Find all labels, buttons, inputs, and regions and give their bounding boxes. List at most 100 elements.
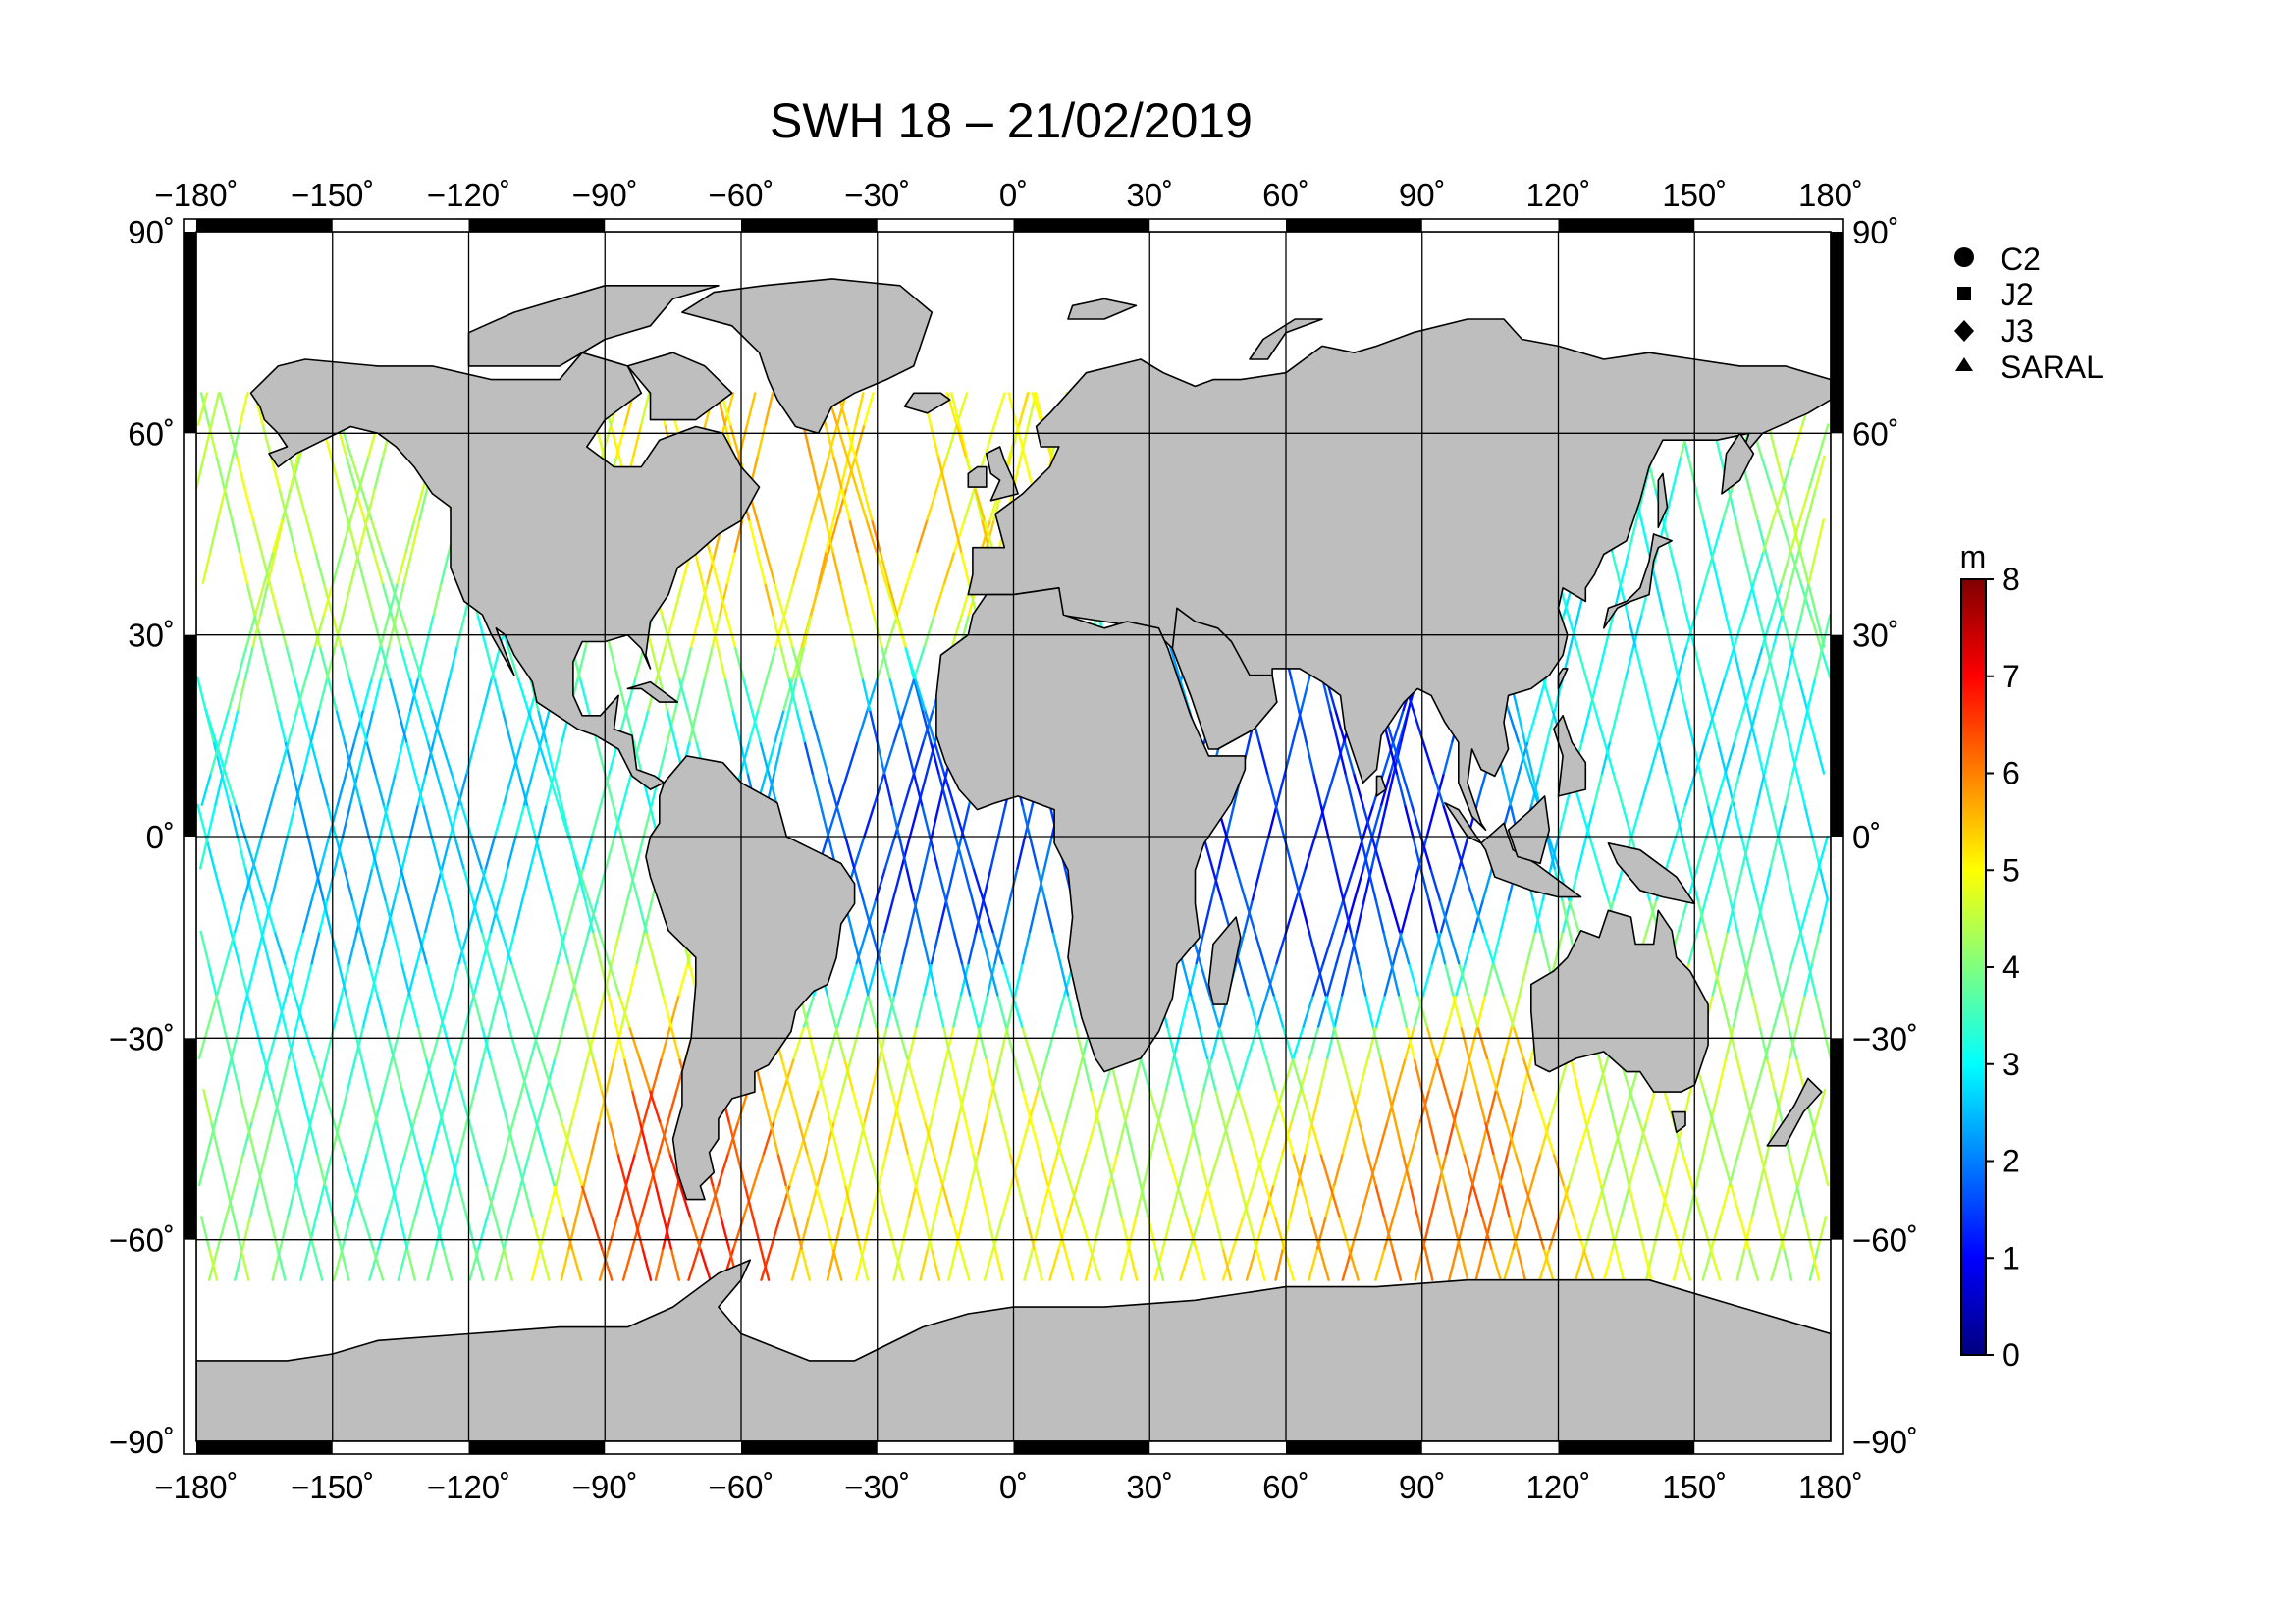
altimeter-track-segment	[1548, 1088, 1561, 1123]
altimeter-track-segment	[1755, 772, 1766, 806]
altimeter-track-segment	[853, 867, 865, 901]
altimeter-track-segment	[1025, 1215, 1036, 1250]
altimeter-track-segment	[375, 867, 387, 901]
altimeter-track-segment	[377, 1215, 389, 1250]
lon-tick-label: 90˚	[1399, 177, 1446, 213]
altimeter-track-segment	[614, 1025, 626, 1060]
altimeter-track-segment	[1664, 486, 1675, 521]
altimeter-track-segment	[1257, 740, 1269, 775]
altimeter-track-segment	[792, 550, 804, 585]
altimeter-track-segment	[1236, 1088, 1249, 1123]
altimeter-track-segment	[227, 423, 239, 458]
altimeter-track-segment	[903, 772, 916, 806]
altimeter-track-segment	[553, 740, 563, 775]
altimeter-track-segment	[1468, 1025, 1479, 1060]
altimeter-track-segment	[835, 423, 848, 458]
altimeter-track-segment	[1410, 803, 1422, 839]
altimeter-track-segment	[1507, 708, 1520, 743]
altimeter-track-segment	[1272, 994, 1285, 1028]
altimeter-track-segment	[570, 1247, 583, 1281]
altimeter-track-segment	[326, 867, 337, 901]
altimeter-track-segment	[218, 392, 230, 426]
altimeter-track-segment	[834, 1025, 846, 1060]
altimeter-track-segment	[608, 1120, 619, 1155]
lat-tick-label: 30˚	[128, 618, 175, 654]
altimeter-track-segment	[245, 994, 257, 1028]
altimeter-track-segment	[1007, 392, 1018, 426]
lon-tick-label: 180˚	[1798, 177, 1863, 213]
altimeter-track-segment	[1747, 486, 1759, 521]
altimeter-track-segment	[1500, 1183, 1511, 1218]
altimeter-track-segment	[1082, 1056, 1093, 1092]
altimeter-track-segment	[783, 581, 795, 617]
altimeter-track-segment	[1531, 1088, 1545, 1123]
altimeter-track-segment	[930, 803, 940, 839]
altimeter-track-segment	[365, 740, 377, 775]
altimeter-track-segment	[1636, 1120, 1648, 1155]
altimeter-track-segment	[1448, 1247, 1459, 1281]
altimeter-track-segment	[417, 1152, 428, 1187]
altimeter-track-segment	[542, 867, 554, 901]
altimeter-track-segment	[971, 898, 983, 933]
altimeter-track-segment	[876, 740, 886, 775]
altimeter-track-segment	[1750, 994, 1761, 1028]
altimeter-track-segment	[836, 772, 849, 806]
altimeter-track-segment	[817, 486, 828, 521]
altimeter-track-segment	[1805, 708, 1817, 743]
altimeter-track-segment	[1009, 1152, 1022, 1187]
altimeter-track-segment	[305, 518, 317, 553]
altimeter-track-segment	[1806, 676, 1817, 712]
altimeter-track-segment	[273, 930, 287, 965]
altimeter-track-segment	[1023, 1247, 1035, 1281]
altimeter-track-segment	[335, 708, 347, 743]
altimeter-track-segment	[1762, 518, 1775, 553]
altimeter-track-segment	[1308, 1025, 1320, 1060]
altimeter-track-segment	[1657, 740, 1669, 775]
altimeter-track-segment	[1542, 1120, 1555, 1155]
altimeter-track-segment	[390, 613, 402, 648]
altimeter-track-segment	[416, 930, 428, 965]
altimeter-track-segment	[916, 518, 929, 553]
altimeter-track-segment	[613, 803, 624, 839]
altimeter-track-segment	[351, 772, 362, 806]
altimeter-track-segment	[1429, 1183, 1440, 1218]
altimeter-track-segment	[811, 772, 822, 806]
altimeter-track-segment	[922, 1120, 933, 1155]
altimeter-track-segment	[1522, 1056, 1535, 1092]
altimeter-track-segment	[561, 994, 573, 1028]
altimeter-track-segment	[1747, 867, 1759, 901]
altimeter-track-segment	[1471, 898, 1485, 933]
altimeter-track-segment	[1788, 1152, 1798, 1187]
altimeter-track-segment	[660, 1025, 671, 1060]
altimeter-track-segment	[1492, 961, 1505, 997]
altimeter-track-segment	[1209, 867, 1220, 901]
altimeter-track-segment	[1205, 1183, 1216, 1218]
altimeter-track-segment	[1333, 994, 1344, 1028]
frame-bar-top	[1013, 219, 1150, 232]
altimeter-track-segment	[1392, 708, 1405, 743]
altimeter-track-segment	[1592, 772, 1604, 806]
altimeter-track-segment	[493, 676, 504, 712]
landmass-sakhalin	[1657, 472, 1669, 529]
altimeter-track-segment	[337, 961, 347, 997]
altimeter-track-segment	[860, 1120, 871, 1155]
altimeter-track-segment	[260, 1183, 271, 1218]
altimeter-track-segment	[285, 645, 296, 679]
altimeter-track-segment	[1781, 1056, 1791, 1092]
altimeter-track-segment	[1190, 1120, 1201, 1155]
landmass-arabia	[1171, 607, 1278, 750]
altimeter-track-segment	[214, 1088, 225, 1123]
lon-tick-label: −120˚	[427, 1469, 510, 1505]
altimeter-track-segment	[199, 392, 211, 426]
altimeter-track-segment	[903, 676, 916, 712]
altimeter-track-segment	[276, 994, 287, 1028]
altimeter-track-segment	[697, 1215, 710, 1250]
altimeter-track-segment	[274, 518, 285, 553]
altimeter-track-segment	[770, 1215, 782, 1250]
altimeter-track-segment	[621, 1247, 634, 1281]
altimeter-track-segment	[1766, 1120, 1777, 1155]
altimeter-track-segment	[1729, 1183, 1741, 1218]
altimeter-track-segment	[1742, 676, 1755, 712]
altimeter-track-segment	[583, 1025, 595, 1060]
altimeter-track-segment	[885, 994, 896, 1028]
